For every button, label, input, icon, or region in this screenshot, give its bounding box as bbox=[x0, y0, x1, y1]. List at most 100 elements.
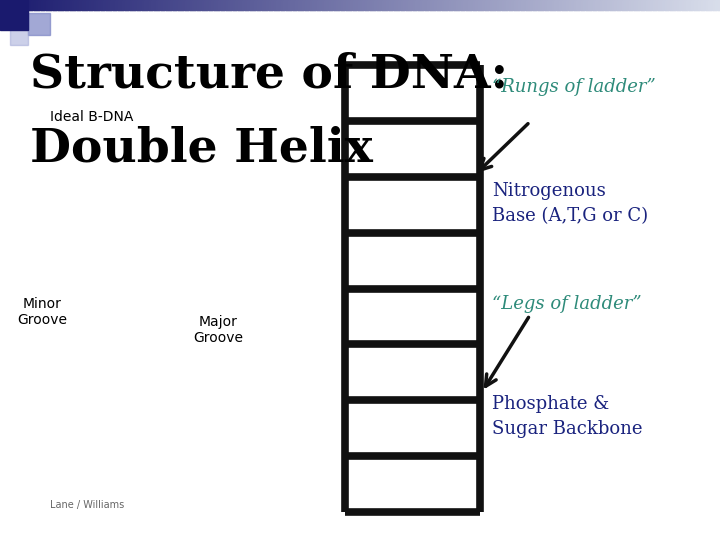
Bar bbox=[715, 0, 719, 10]
Bar bbox=[67, 0, 71, 10]
Bar bbox=[189, 0, 193, 10]
Bar bbox=[132, 0, 135, 10]
Bar bbox=[614, 0, 618, 10]
Bar bbox=[168, 0, 171, 10]
Bar bbox=[427, 0, 431, 10]
Bar bbox=[305, 0, 308, 10]
Bar bbox=[362, 0, 366, 10]
Bar bbox=[617, 0, 620, 10]
Bar bbox=[540, 0, 544, 10]
Bar bbox=[449, 0, 452, 10]
Bar bbox=[576, 0, 580, 10]
Bar bbox=[612, 0, 616, 10]
Bar bbox=[254, 0, 258, 10]
Bar bbox=[38, 0, 42, 10]
Bar bbox=[223, 0, 227, 10]
Bar bbox=[485, 0, 488, 10]
Bar bbox=[324, 0, 328, 10]
Bar bbox=[158, 0, 162, 10]
Bar bbox=[70, 0, 73, 10]
Bar bbox=[554, 0, 558, 10]
Bar bbox=[163, 0, 166, 10]
Bar bbox=[696, 0, 699, 10]
Bar bbox=[374, 0, 378, 10]
Text: Lane / Williams: Lane / Williams bbox=[50, 500, 125, 510]
Bar bbox=[29, 0, 32, 10]
Bar bbox=[197, 0, 200, 10]
Bar bbox=[578, 0, 582, 10]
Bar bbox=[581, 0, 584, 10]
Bar bbox=[79, 0, 83, 10]
Bar bbox=[310, 0, 313, 10]
Bar bbox=[317, 0, 320, 10]
Bar bbox=[214, 0, 217, 10]
Bar bbox=[490, 0, 493, 10]
Bar bbox=[34, 0, 37, 10]
Bar bbox=[151, 0, 155, 10]
Bar bbox=[466, 0, 469, 10]
Bar bbox=[706, 0, 709, 10]
Bar bbox=[336, 0, 339, 10]
Bar bbox=[53, 0, 56, 10]
Text: Ideal B-DNA: Ideal B-DNA bbox=[50, 110, 133, 124]
Text: Phosphate &
Sugar Backbone: Phosphate & Sugar Backbone bbox=[492, 395, 642, 438]
Bar bbox=[182, 0, 186, 10]
Bar bbox=[261, 0, 265, 10]
Bar bbox=[5, 0, 8, 10]
Bar bbox=[245, 0, 248, 10]
Bar bbox=[269, 0, 272, 10]
Bar bbox=[10, 27, 28, 45]
Bar bbox=[293, 0, 296, 10]
Bar bbox=[192, 0, 195, 10]
Bar bbox=[153, 0, 157, 10]
Bar bbox=[528, 0, 531, 10]
Bar bbox=[603, 0, 606, 10]
Bar bbox=[257, 0, 260, 10]
Bar bbox=[398, 0, 402, 10]
Bar bbox=[511, 0, 515, 10]
Bar bbox=[218, 0, 222, 10]
Bar bbox=[355, 0, 359, 10]
Bar bbox=[81, 0, 85, 10]
Bar bbox=[259, 0, 263, 10]
Bar bbox=[120, 0, 123, 10]
Bar bbox=[207, 0, 210, 10]
Bar bbox=[605, 0, 608, 10]
Bar bbox=[230, 0, 234, 10]
Bar bbox=[194, 0, 198, 10]
Bar bbox=[94, 0, 97, 10]
Bar bbox=[0, 0, 28, 30]
Bar bbox=[343, 0, 346, 10]
Bar bbox=[225, 0, 229, 10]
Bar bbox=[43, 0, 47, 10]
Bar bbox=[279, 0, 282, 10]
Bar bbox=[655, 0, 659, 10]
Bar bbox=[408, 0, 411, 10]
Bar bbox=[74, 0, 78, 10]
Bar bbox=[456, 0, 459, 10]
Bar bbox=[619, 0, 623, 10]
Bar bbox=[708, 0, 711, 10]
Bar bbox=[103, 0, 107, 10]
Bar bbox=[240, 0, 243, 10]
Bar bbox=[122, 0, 126, 10]
Bar bbox=[156, 0, 159, 10]
Bar bbox=[252, 0, 256, 10]
Bar bbox=[281, 0, 284, 10]
Bar bbox=[329, 0, 332, 10]
Bar bbox=[142, 0, 145, 10]
Bar bbox=[521, 0, 524, 10]
Bar bbox=[701, 0, 704, 10]
Bar bbox=[492, 0, 495, 10]
Bar bbox=[569, 0, 572, 10]
Bar bbox=[113, 0, 116, 10]
Bar bbox=[166, 0, 169, 10]
Bar bbox=[396, 0, 400, 10]
Bar bbox=[341, 0, 344, 10]
Bar bbox=[19, 0, 22, 10]
Bar bbox=[653, 0, 656, 10]
Bar bbox=[295, 0, 299, 10]
Bar bbox=[77, 0, 80, 10]
Bar bbox=[178, 0, 181, 10]
Bar bbox=[377, 0, 380, 10]
